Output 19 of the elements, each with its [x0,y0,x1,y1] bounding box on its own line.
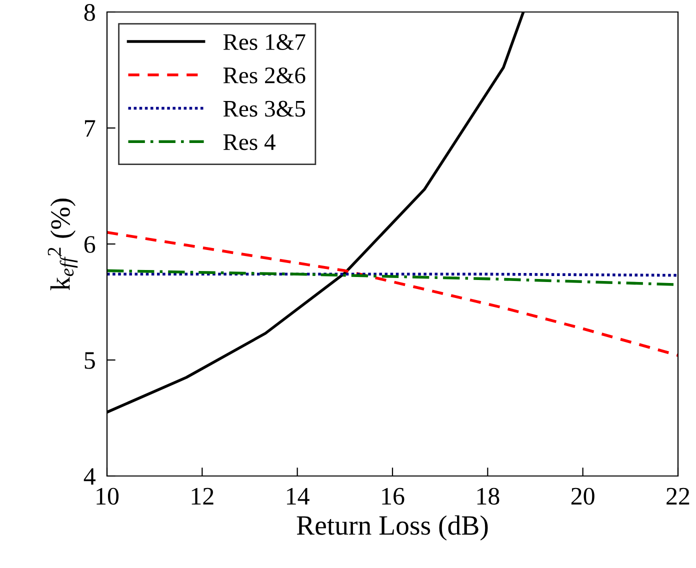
y-tick-label: 8 [84,4,95,21]
y-axis-title: k$_{eff}$$^{2}$ (%) [48,198,78,290]
line-series [107,231,678,357]
x-tick-label: 12 [192,488,214,504]
x-tick-label: 16 [382,488,404,505]
x-tick-label: 22 [666,488,690,504]
x-tick-label: 10 [96,488,119,505]
legend-label: Res 3&5 [223,100,306,117]
legend-label: Res 4 [223,134,276,150]
legend-label: Res 1&7 [223,34,306,50]
y-tick-label: 6 [84,236,96,253]
y-tick-label: 5 [84,352,95,369]
x-tick-label: 18 [477,488,500,505]
y-tick-label: 7 [85,120,96,137]
legend-label: Res 2&6 [223,67,306,84]
x-tick-label: 14 [287,488,310,504]
x-axis-title: Return Loss (dB) [296,515,488,541]
x-tick-label: 20 [571,488,594,505]
y-tick-label: 4 [84,468,96,485]
